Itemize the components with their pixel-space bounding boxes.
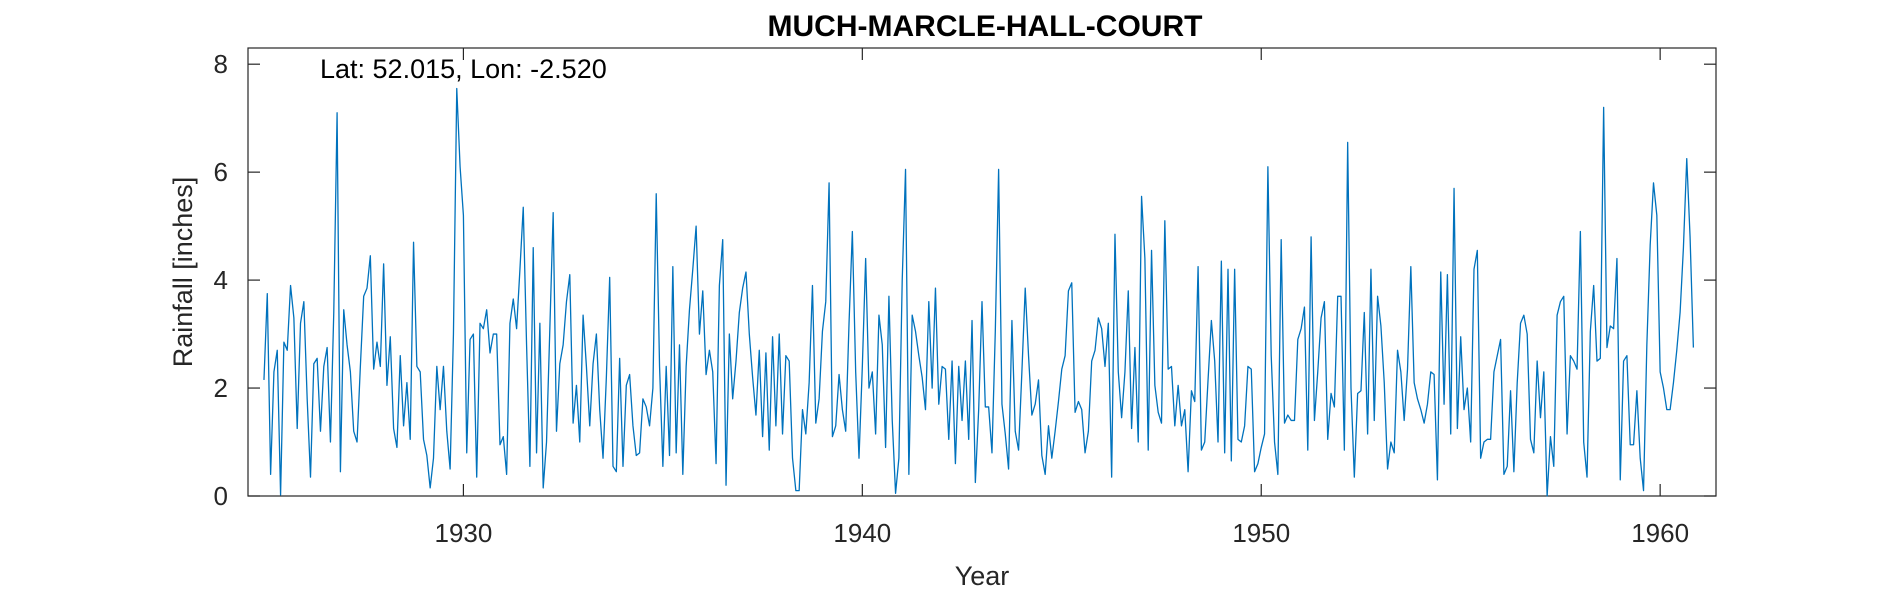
plot-frame: [247, 47, 1717, 497]
tick-labels: 1930 1940 1950 1960 0 2 4 6 8: [214, 49, 1690, 548]
ticks: [248, 48, 1716, 497]
y-axis-label: Rainfall [inches]: [168, 177, 198, 368]
location-annotation: Lat: 52.015, Lon: -2.520: [320, 54, 607, 84]
x-tick-label: 1940: [833, 518, 891, 548]
y-tick-label: 0: [214, 481, 228, 511]
x-tick-label: 1930: [434, 518, 492, 548]
axes: [247, 47, 1717, 497]
x-tick-label: 1950: [1232, 518, 1290, 548]
rainfall-series-line: [263, 87, 1695, 497]
chart-title: MUCH-MARCLE-HALL-COURT: [768, 10, 1203, 43]
y-tick-label: 4: [214, 265, 228, 295]
y-tick-label: 8: [214, 49, 228, 79]
x-tick-label: 1960: [1631, 518, 1689, 548]
y-tick-label: 2: [214, 373, 228, 403]
x-axis-label: Year: [955, 561, 1010, 591]
y-tick-label: 6: [214, 157, 228, 187]
